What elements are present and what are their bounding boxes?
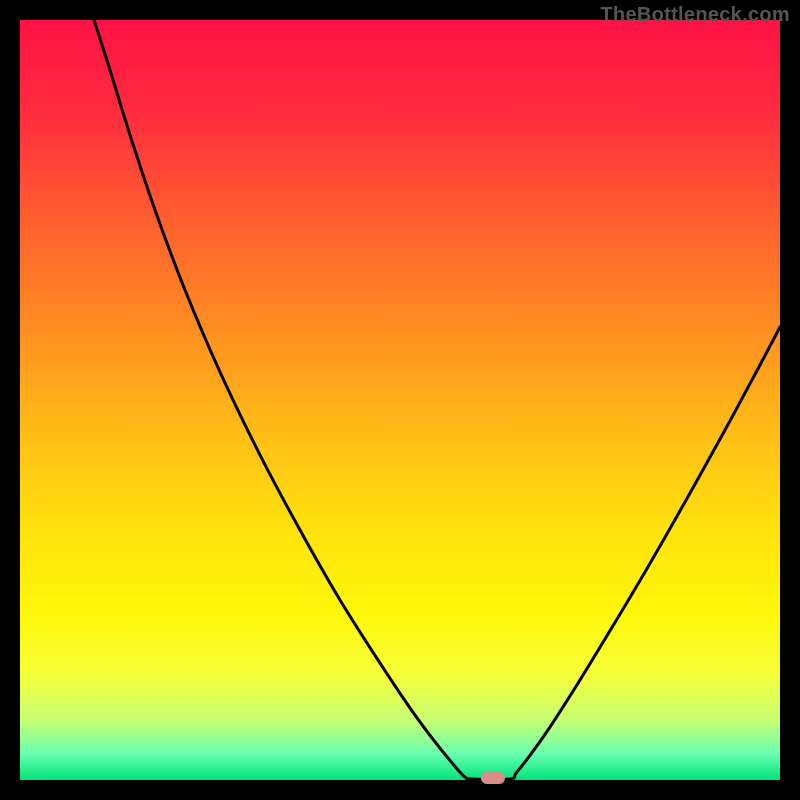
plot-background <box>20 20 780 780</box>
bottleneck-chart <box>0 0 800 800</box>
watermark-text: TheBottleneck.com <box>600 4 790 27</box>
optimum-marker <box>481 772 505 784</box>
chart-container: TheBottleneck.com <box>0 0 800 800</box>
